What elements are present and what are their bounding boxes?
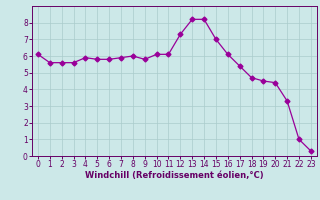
X-axis label: Windchill (Refroidissement éolien,°C): Windchill (Refroidissement éolien,°C) (85, 171, 264, 180)
